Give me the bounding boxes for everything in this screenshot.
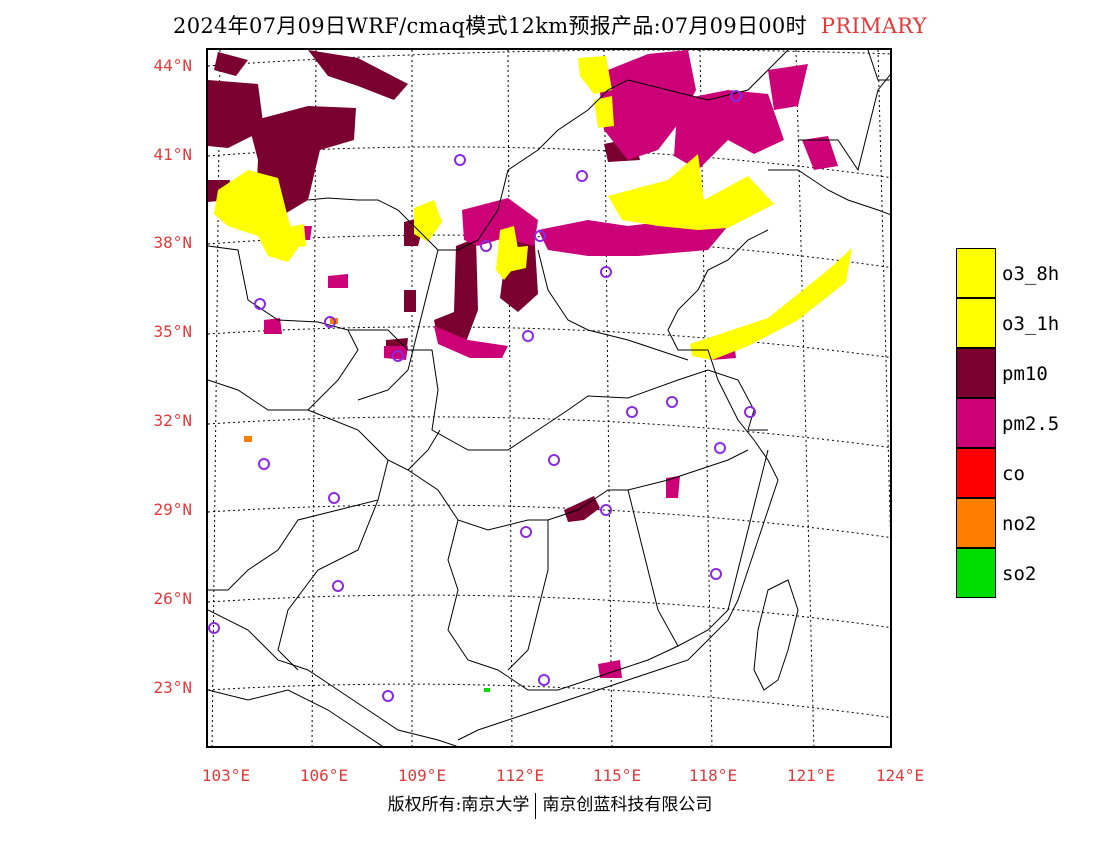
lon-label-118: 118°E [688, 766, 738, 785]
legend-label-so2: so2 [1002, 563, 1037, 585]
pollutant-map [208, 50, 890, 746]
primary-tag: PRIMARY [820, 14, 927, 38]
legend-swatch-no2 [956, 498, 996, 548]
lat-label-41: 41°N [153, 145, 192, 164]
legend-label-o3-8h: o3_8h [1002, 263, 1060, 285]
legend-swatch-pm10 [956, 348, 996, 398]
legend-swatch-pm25 [956, 398, 996, 448]
copyright-footer: 版权所有:南京大学 南京创蓝科技有限公司 [0, 790, 1100, 819]
lon-label-106: 106°E [299, 766, 349, 785]
station-markers [208, 90, 756, 702]
lat-label-26: 26°N [153, 589, 192, 608]
legend-label-o3-1h: o3_1h [1002, 313, 1060, 335]
o3-areas [214, 56, 852, 360]
lat-label-23: 23°N [153, 678, 192, 697]
lat-label-32: 32°N [153, 411, 192, 430]
pm10-areas [208, 50, 640, 522]
lat-label-35: 35°N [153, 322, 192, 341]
map-panel [206, 48, 892, 748]
lon-label-121: 121°E [786, 766, 836, 785]
legend-label-no2: no2 [1002, 513, 1037, 535]
lon-label-103: 103°E [201, 766, 251, 785]
footer-left: 版权所有:南京大学 [387, 795, 530, 815]
lon-label-112: 112°E [495, 766, 545, 785]
title-text: 2024年07月09日WRF/cmaq模式12km预报产品:07月09日00时 [173, 14, 807, 38]
lat-label-38: 38°N [153, 233, 192, 252]
pm25-areas [264, 50, 838, 678]
map-title: 2024年07月09日WRF/cmaq模式12km预报产品:07月09日00时 P… [0, 10, 1100, 40]
legend-swatch-o3-8h [956, 248, 996, 298]
lon-label-115: 115°E [592, 766, 642, 785]
legend-label-pm10: pm10 [1002, 363, 1048, 385]
lat-label-29: 29°N [153, 500, 192, 519]
legend [956, 248, 996, 598]
legend-label-pm25: pm2.5 [1002, 413, 1060, 435]
footer-separator [535, 792, 537, 819]
lon-label-124: 124°E [875, 766, 925, 785]
lon-label-109: 109°E [397, 766, 447, 785]
admin-boundaries [208, 50, 890, 746]
lat-label-44: 44°N [153, 56, 192, 75]
legend-swatch-o3-1h [956, 298, 996, 348]
legend-swatch-co [956, 448, 996, 498]
footer-right: 南京创蓝科技有限公司 [542, 795, 713, 815]
legend-label-co: co [1002, 463, 1025, 485]
legend-swatch-so2 [956, 548, 996, 598]
